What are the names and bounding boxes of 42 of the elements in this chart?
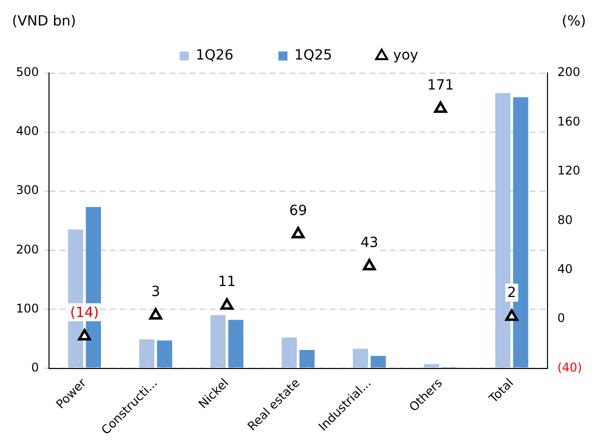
- y2-axis-title: (%): [562, 14, 586, 30]
- point: [434, 101, 447, 113]
- bar: [299, 350, 315, 368]
- data-label: 2: [507, 285, 516, 302]
- y2-tick-label: 80: [557, 212, 573, 227]
- bar: [228, 320, 244, 368]
- bar: [370, 356, 386, 368]
- legend-label: 1Q25: [294, 48, 332, 64]
- point: [78, 329, 91, 341]
- y-tick-label: 400: [16, 124, 39, 138]
- bar: [352, 348, 368, 368]
- bar: [157, 340, 172, 368]
- data-label: 11: [218, 274, 236, 290]
- data-label: 171: [427, 77, 454, 94]
- data-label: (14): [70, 304, 99, 321]
- bar: [424, 364, 440, 368]
- legend-label: yoy: [393, 48, 418, 64]
- bar: [210, 315, 226, 368]
- data-label: 69: [289, 202, 308, 219]
- y-tick-label: 0: [31, 360, 39, 374]
- y-axis-title: (VND bn): [12, 14, 76, 30]
- legend-label: 1Q26: [196, 48, 234, 64]
- y2-tick-label: 200: [557, 65, 580, 80]
- bar: [139, 339, 154, 368]
- data-label: 43: [360, 234, 378, 251]
- y2-tick-label: 160: [557, 114, 580, 128]
- y-tick-label: 100: [16, 301, 39, 316]
- point: [362, 258, 376, 270]
- point: [505, 309, 518, 321]
- point: [149, 308, 162, 320]
- y-tick-label: 300: [16, 183, 39, 198]
- y2-tick-label: 120: [557, 164, 580, 178]
- data-label: 3: [151, 284, 160, 300]
- point: [292, 226, 305, 238]
- bar: [513, 97, 528, 368]
- point: [220, 298, 234, 310]
- y-tick-label: 200: [16, 242, 39, 256]
- y2-tick-label: 0: [557, 311, 566, 326]
- y-tick-label: 500: [16, 65, 39, 80]
- y2-tick-label: 40: [557, 262, 573, 276]
- y2-tick-label: (40): [557, 360, 582, 374]
- bar: [282, 338, 297, 368]
